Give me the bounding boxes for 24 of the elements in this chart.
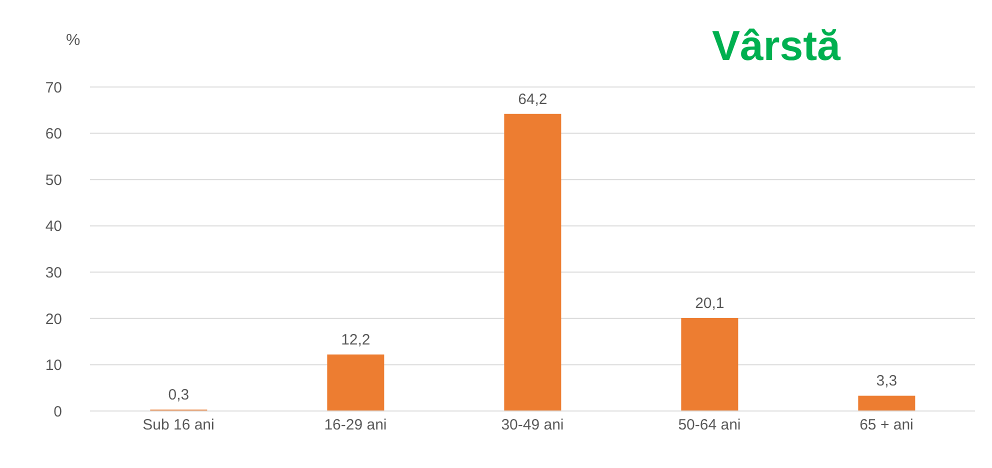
y-tick-label: 50: [45, 172, 62, 189]
y-tick-label: 40: [45, 218, 62, 236]
x-tick-label: 65 + ani: [860, 416, 914, 434]
y-tick-label: 20: [45, 310, 62, 328]
x-tick-label: Sub 16 ani: [142, 416, 214, 434]
data-label: 20,1: [695, 294, 724, 312]
y-tick-label: 10: [45, 357, 62, 374]
bar: [327, 354, 384, 411]
y-tick-label: 70: [45, 79, 62, 96]
data-label: 3,3: [876, 372, 898, 390]
y-axis-title: %: [66, 32, 80, 50]
data-label: 0,3: [168, 386, 190, 404]
chart-title: Vârstă: [712, 22, 840, 70]
y-tick-label: 0: [54, 403, 62, 420]
data-label: 12,2: [341, 332, 370, 349]
bar: [504, 114, 562, 411]
y-tick-label: 60: [45, 126, 62, 143]
x-tick-label: 30-49 ani: [501, 416, 564, 434]
y-tick-label: 30: [45, 264, 62, 282]
bar: [858, 396, 916, 411]
x-tick-label: 50-64 ani: [678, 416, 741, 434]
bar: [681, 318, 738, 411]
data-label: 64,2: [518, 90, 548, 108]
x-tick-label: 16-29 ani: [324, 416, 387, 434]
